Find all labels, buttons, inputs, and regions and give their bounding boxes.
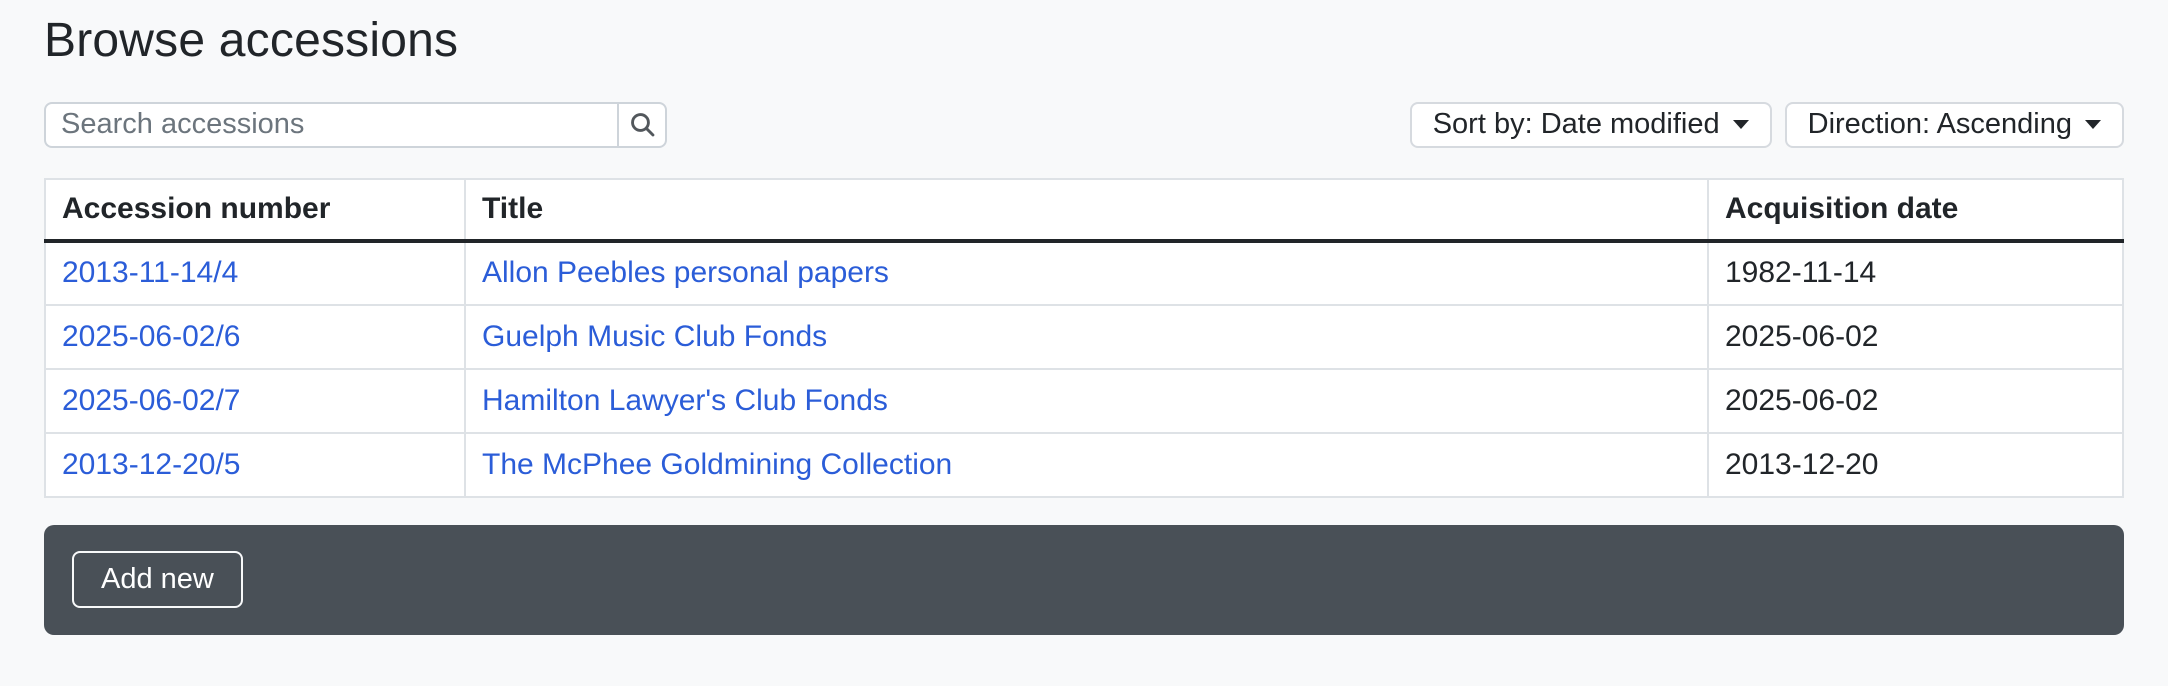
acquisition-date-cell: 2025-06-02 [1707, 303, 2124, 370]
sort-by-label: Sort by: Date modified [1432, 108, 1720, 141]
table-header-row: Accession number Title Acquisition date [44, 177, 2124, 243]
accession-number-link[interactable]: 2025-06-02/6 [62, 319, 241, 353]
accession-number-link[interactable]: 2013-11-14/4 [62, 256, 239, 290]
search-input[interactable] [44, 101, 617, 148]
sort-by-dropdown[interactable]: Sort by: Date modified [1409, 101, 1772, 148]
sort-controls: Sort by: Date modified Direction: Ascend… [1409, 101, 2124, 148]
table-row: 2013-11-14/4 Allon Peebles personal pape… [44, 239, 2124, 306]
direction-dropdown[interactable]: Direction: Ascending [1784, 101, 2124, 148]
caret-down-icon [2085, 120, 2101, 130]
search-button[interactable] [617, 101, 667, 148]
accession-title-link[interactable]: Guelph Music Club Fonds [482, 319, 828, 353]
search-icon [629, 111, 656, 138]
action-bar: Add new [44, 524, 2124, 635]
acquisition-date-cell: 2013-12-20 [1707, 431, 2124, 498]
accession-title-link[interactable]: The McPhee Goldmining Collection [482, 447, 953, 481]
browse-accessions-page: Browse accessions Sort by: Date modified… [44, 14, 2124, 635]
accession-number-link[interactable]: 2013-12-20/5 [62, 447, 241, 481]
table-row: 2025-06-02/6 Guelph Music Club Fonds 202… [44, 303, 2124, 370]
table-row: 2013-12-20/5 The McPhee Goldmining Colle… [44, 431, 2124, 498]
caret-down-icon [1732, 120, 1749, 130]
accession-title-link[interactable]: Hamilton Lawyer's Club Fonds [482, 383, 888, 417]
column-header-accession-number: Accession number [44, 177, 466, 243]
search-sort-toolbar: Sort by: Date modified Direction: Ascend… [44, 101, 2124, 148]
acquisition-date-cell: 1982-11-14 [1707, 239, 2124, 306]
column-header-acquisition-date: Acquisition date [1707, 177, 2124, 243]
table-row: 2025-06-02/7 Hamilton Lawyer's Club Fond… [44, 367, 2124, 434]
direction-label: Direction: Ascending [1807, 108, 2072, 141]
accession-number-link[interactable]: 2025-06-02/7 [62, 383, 241, 417]
add-new-button[interactable]: Add new [72, 551, 243, 609]
accessions-table: Accession number Title Acquisition date … [44, 177, 2124, 498]
search-group [44, 101, 667, 148]
page-title: Browse accessions [44, 14, 459, 67]
accession-title-link[interactable]: Allon Peebles personal papers [482, 256, 889, 290]
column-header-title: Title [464, 177, 1709, 243]
acquisition-date-cell: 2025-06-02 [1707, 367, 2124, 434]
